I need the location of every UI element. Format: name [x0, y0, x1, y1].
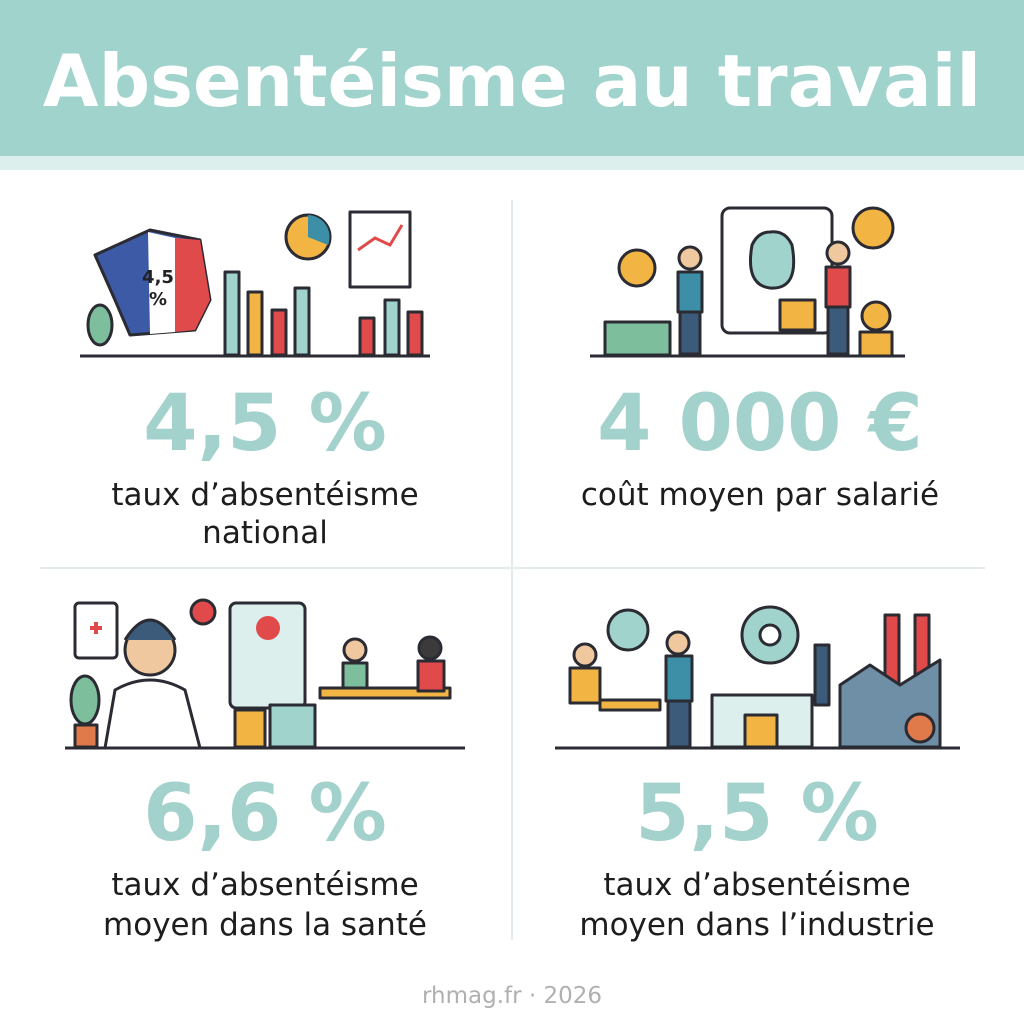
- card-value: 5,5 %: [635, 769, 878, 859]
- map-text: %: [149, 289, 167, 310]
- illustration-health: [65, 598, 465, 750]
- card-label: taux d’absentéisme: [603, 867, 910, 903]
- card-value: 4 000 €: [597, 379, 923, 469]
- illustration-national: 4,5 %: [80, 210, 430, 358]
- header-band: [0, 0, 1024, 156]
- card-value: 4,5 %: [143, 379, 386, 469]
- card-label: national: [202, 515, 328, 551]
- illustration-cost: [590, 206, 905, 358]
- title: Absentéisme au travail: [43, 39, 981, 123]
- footer: rhmag.fr · 2026: [422, 983, 602, 1009]
- map-text: 4,5: [142, 267, 174, 288]
- card-label: moyen dans la santé: [103, 907, 427, 943]
- card-value: 6,6 %: [143, 769, 386, 859]
- card-label: taux d’absentéisme: [111, 867, 418, 903]
- header-stripe: [0, 156, 1024, 170]
- card-label: moyen dans l’industrie: [579, 907, 934, 943]
- card-label: taux d’absentéisme: [111, 477, 418, 513]
- card-label: coût moyen par salarié: [581, 477, 939, 513]
- illustration-industry: [555, 605, 960, 750]
